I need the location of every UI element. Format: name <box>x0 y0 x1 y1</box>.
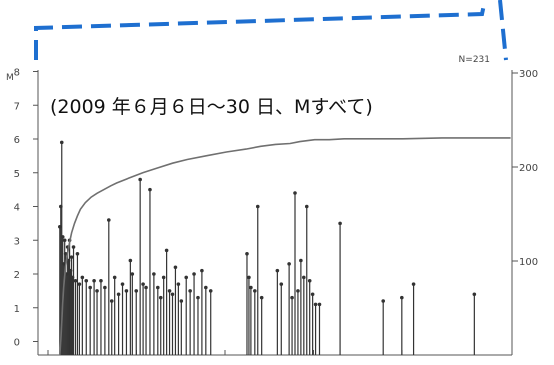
magnitude-point <box>176 282 181 286</box>
magnitude-point <box>62 238 67 243</box>
magnitude-point <box>245 251 249 256</box>
magnitude-point <box>164 248 169 253</box>
magnitude-point <box>75 251 80 256</box>
left-tick-label: 8 <box>14 68 20 79</box>
annotation-background <box>44 86 484 126</box>
magnitude-point <box>184 275 189 280</box>
magnitude-point <box>188 289 192 293</box>
magnitude-point <box>249 285 253 290</box>
magnitude-point <box>71 245 76 249</box>
left-tick-label: 0 <box>14 338 20 349</box>
magnitude-point <box>161 275 166 280</box>
left-tick-label: 5 <box>14 169 20 180</box>
left-tick-label: 2 <box>14 270 20 281</box>
magnitude-point <box>247 275 251 280</box>
sample-count-label: N=231 <box>459 55 490 65</box>
magnitude-point <box>304 204 309 209</box>
magnitude-point <box>130 272 135 276</box>
magnitude-point <box>253 289 257 293</box>
magnitude-point <box>167 289 172 293</box>
magnitude-point <box>192 272 196 276</box>
magnitude-point <box>138 177 142 182</box>
magnitude-point <box>179 299 184 303</box>
magnitude-stems <box>58 140 477 355</box>
magnitude-point <box>173 265 178 270</box>
magnitude-point <box>302 275 306 280</box>
magnitude-point <box>472 292 477 297</box>
y-axis-title: M <box>6 73 14 83</box>
magnitude-point <box>293 191 297 195</box>
highlight-frame <box>34 0 508 61</box>
magnitude-point <box>128 258 133 263</box>
magnitude-point <box>158 295 163 300</box>
magnitude-point <box>317 302 322 307</box>
magnitude-point <box>200 268 204 273</box>
magnitude-point <box>134 289 139 293</box>
magnitude-point <box>313 302 318 307</box>
right-tick-label: 300 <box>519 69 538 80</box>
magnitude-point <box>60 235 65 239</box>
magnitude-point <box>92 278 96 283</box>
magnitude-point <box>141 282 145 286</box>
magnitude-point <box>170 292 175 297</box>
magnitude-point <box>124 289 129 293</box>
magnitude-point <box>148 187 152 192</box>
magnitude-point <box>63 251 68 256</box>
cumulative-count-line <box>59 137 511 356</box>
right-tick-label: 200 <box>519 163 538 174</box>
magnitude-point <box>310 292 315 297</box>
left-tick-label: 1 <box>14 304 20 315</box>
magnitude-point <box>204 285 208 290</box>
magnitude-point <box>259 295 264 300</box>
magnitude-point <box>80 275 85 280</box>
magnitude-point <box>88 285 92 290</box>
left-tick-label: 6 <box>14 135 20 146</box>
right-tick-group: 100 200 300 <box>512 69 538 268</box>
magnitude-point <box>84 278 89 283</box>
magnitude-point <box>59 140 64 145</box>
magnitude-point <box>290 295 294 300</box>
magnitude-point <box>99 278 103 283</box>
magnitude-point <box>208 289 213 293</box>
magnitude-point <box>112 275 117 280</box>
magnitude-point <box>144 285 148 290</box>
magnitude-point <box>95 289 99 293</box>
magnitude-point <box>296 289 300 293</box>
left-tick-label: 7 <box>14 101 20 112</box>
magnitude-point <box>107 218 111 222</box>
left-tick-label: 4 <box>14 203 20 214</box>
magnitude-point <box>152 272 156 276</box>
magnitude-point <box>73 278 78 283</box>
magnitude-point <box>120 282 125 286</box>
magnitude-point <box>338 221 342 226</box>
magnitude-point <box>116 292 121 297</box>
right-tick-label: 100 <box>519 257 538 268</box>
magnitude-point <box>103 285 107 290</box>
left-tick-group: 0 1 2 3 4 5 6 7 8 <box>14 68 38 349</box>
magnitude-point <box>279 282 284 286</box>
magnitude-point <box>156 285 160 290</box>
magnitude-point <box>196 295 200 300</box>
magnitude-point <box>307 278 312 283</box>
magnitude-point <box>287 262 291 266</box>
magnitude-point <box>299 258 303 263</box>
left-tick-label: 3 <box>14 236 20 247</box>
magnitude-point <box>255 204 260 209</box>
magnitude-point <box>69 255 74 259</box>
magnitude-point <box>381 299 386 303</box>
magnitude-point <box>109 299 114 303</box>
magnitude-point <box>77 282 82 286</box>
annotation-text: (2009 年６月６日〜30 日、Mすべて) <box>50 96 373 118</box>
magnitude-point <box>400 295 404 300</box>
magnitude-point <box>411 282 416 286</box>
magnitude-point <box>275 268 280 273</box>
